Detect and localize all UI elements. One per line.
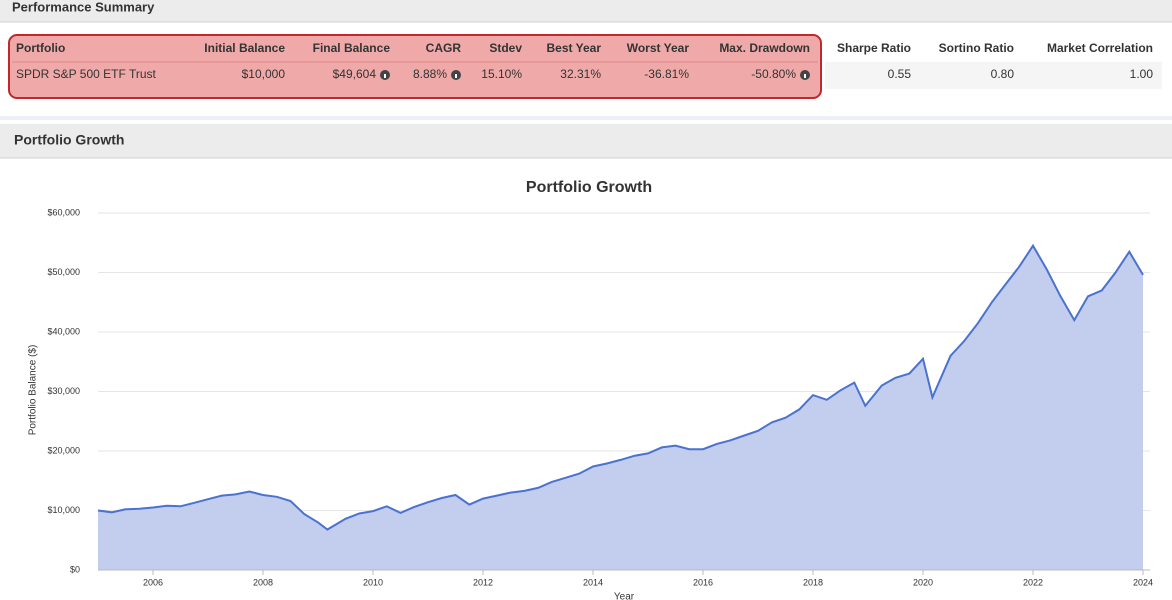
cell: $10,000 [242,67,286,81]
cell: 0.55 [888,67,912,81]
area [98,245,1143,570]
cell: 0.80 [991,67,1015,81]
x-tick-label: 2016 [693,577,713,587]
table: Portfolio Initial Balance Final Balance CAG… [16,41,1153,81]
row-bg [825,62,1162,89]
highlight [8,34,822,99]
x-tick-label: 2014 [583,577,603,587]
column-header: Max. Drawdown [719,41,810,55]
y-tick-label: $0 [70,564,80,574]
x-tick-label: 2020 [913,577,933,587]
cell: SPDR S&P 500 ETF Trust [16,67,156,81]
x-tick-label: 2018 [803,577,823,587]
y-tick-label: $40,000 [47,326,80,336]
column-header: CAGR [426,41,462,55]
y-axis-label: Portfolio Balance ($) [28,345,39,436]
x-tick-label: 2006 [143,577,163,587]
column-header: Initial Balance [204,41,285,55]
x-tick-label: 2024 [1133,577,1153,587]
info-icon-mark [804,74,806,78]
plot: $0 $10,000 $20,000 $30,000 $40,000 $50,000 $60… [47,207,1153,587]
section-title: Performance Summary [12,0,155,14]
y-tick-label: $30,000 [47,386,80,396]
gap [0,116,1172,120]
column-header: Worst Year [627,41,690,55]
cell: 32.31% [560,67,601,81]
info-icon-mark [384,74,386,78]
x-tick-label: 2008 [253,577,273,587]
y-tick-label: $20,000 [47,445,80,455]
y-tick-label: $10,000 [47,505,80,515]
info-icon-mark [455,74,457,78]
cell: -36.81% [644,67,689,81]
line [97,243,1144,531]
column-header: Sortino Ratio [939,41,1014,55]
chart-title: Portfolio Growth [526,179,652,196]
cell: 1.00 [1130,67,1154,81]
section-header [0,0,1172,22]
column-header: Market Correlation [1047,41,1153,55]
section-title: Portfolio Growth [14,132,124,148]
y-tick-label: $60,000 [47,207,80,217]
x-tick-label: 2022 [1023,577,1043,587]
section-header [0,124,1172,158]
x-tick-label: 2012 [473,577,493,587]
cell: -50.80% [751,67,796,81]
cell: 8.88% [413,67,447,81]
column-header: Stdev [489,41,522,55]
column-header: Best Year [547,41,602,55]
x-axis-label: Year [614,592,635,600]
y-tick-label: $50,000 [47,267,80,277]
column-header: Portfolio [16,41,65,55]
cell: $49,604 [333,67,377,81]
column-header: Sharpe Ratio [837,41,911,55]
column-header: Final Balance [313,41,391,55]
x-tick-label: 2010 [363,577,383,587]
cell: 15.10% [481,67,522,81]
